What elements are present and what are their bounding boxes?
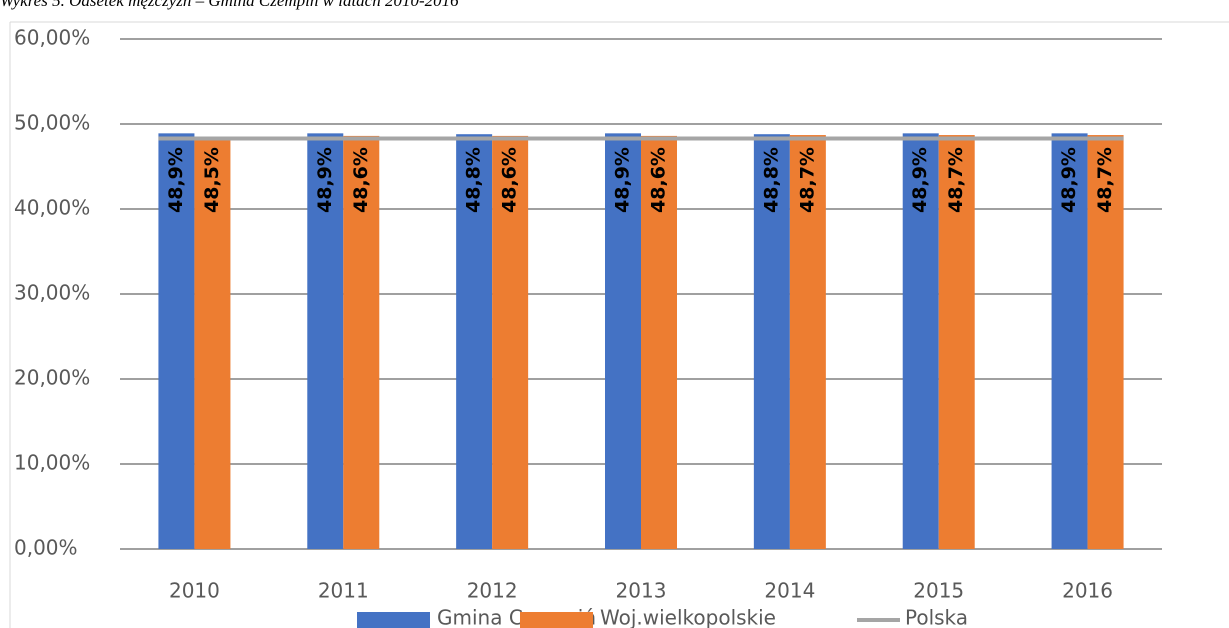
x-tick-label: 2016 <box>1062 579 1113 603</box>
data-label: 48,5% <box>201 147 223 213</box>
bar <box>456 134 493 549</box>
chart-title: Wykres 5. Odsetek mężczyzn – Gmina Czemp… <box>0 0 459 10</box>
x-tick-label: 2010 <box>169 579 220 603</box>
y-tick-label: 30,00% <box>14 281 90 305</box>
bar <box>938 135 975 550</box>
x-tick-label: 2014 <box>764 579 815 603</box>
bar <box>1087 135 1124 550</box>
y-tick-label: 10,00% <box>14 451 90 475</box>
legend-swatch <box>520 612 593 628</box>
data-label: 48,7% <box>945 147 967 213</box>
bar <box>902 133 939 549</box>
data-label: 48,9% <box>909 147 931 213</box>
data-label: 48,6% <box>499 147 521 213</box>
bar <box>492 135 529 549</box>
bar <box>194 136 231 549</box>
bar <box>789 135 826 550</box>
legend-label: Polska <box>905 606 968 628</box>
legend-swatch <box>357 612 430 628</box>
bar <box>605 133 641 549</box>
x-tick-label: 2015 <box>913 579 964 603</box>
bar <box>158 133 195 549</box>
data-label: 48,9% <box>314 147 336 213</box>
x-tick-label: 2011 <box>318 579 369 603</box>
y-tick-label: 50,00% <box>14 111 90 135</box>
bar <box>343 135 380 549</box>
bar <box>307 133 344 549</box>
y-tick-label: 20,00% <box>14 366 90 390</box>
bar <box>1051 133 1088 549</box>
data-label: 48,6% <box>350 147 372 213</box>
x-tick-label: 2013 <box>616 579 667 603</box>
data-label: 48,7% <box>796 147 818 213</box>
legend-label: Woj.wielkopolskie <box>600 606 776 628</box>
data-label: 48,8% <box>760 147 782 213</box>
y-tick-label: 0,00% <box>14 536 78 560</box>
y-tick-label: 60,00% <box>14 26 90 50</box>
bar <box>753 134 790 549</box>
data-label: 48,8% <box>463 147 485 213</box>
data-label: 48,9% <box>612 147 634 213</box>
y-tick-label: 40,00% <box>14 196 90 220</box>
data-label: 48,7% <box>1094 147 1116 213</box>
bar <box>641 135 677 549</box>
data-label: 48,9% <box>165 147 187 213</box>
data-label: 48,6% <box>648 147 670 213</box>
data-label: 48,9% <box>1058 147 1080 213</box>
x-tick-label: 2012 <box>467 579 518 603</box>
